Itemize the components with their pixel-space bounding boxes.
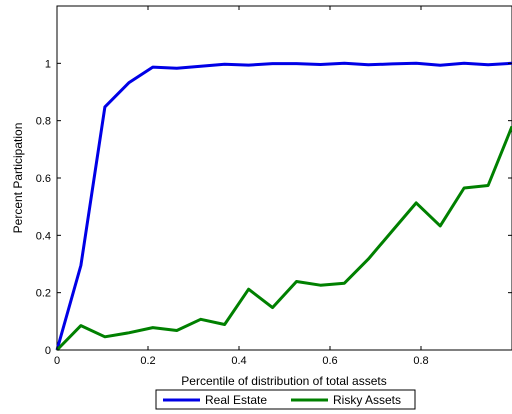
y-axis-label: Percent Participation (11, 123, 25, 234)
x-tick-label: 0.2 (140, 355, 155, 367)
series-layer (55, 61, 512, 352)
y-tick-label: 0.2 (36, 288, 51, 300)
series-line-risky-assets (55, 125, 512, 352)
x-tick-label: 0 (54, 355, 60, 367)
y-tick-label: 0 (45, 345, 51, 357)
legend-box (155, 389, 416, 410)
y-tick-label: 0.4 (36, 230, 51, 242)
x-tick-label: 0.8 (413, 355, 428, 367)
y-tick-label: 0.6 (36, 173, 51, 185)
series-line-real-estate (55, 61, 512, 351)
y-axis: 0 0.2 0.4 0.6 0.8 1 (36, 58, 512, 357)
x-axis: 0 0.2 0.4 0.6 0.8 (54, 6, 429, 367)
x-tick-label: 0.4 (231, 355, 246, 367)
y-tick-label: 0.8 (36, 116, 51, 128)
legend-label-real-estate: Real Estate (205, 393, 267, 407)
legend-label-risky-assets: Risky Assets (333, 393, 401, 407)
legend: Real Estate Risky Assets (155, 389, 416, 410)
plot-area (56, 5, 512, 351)
x-tick-label: 0.6 (322, 355, 337, 367)
y-tick-label: 1 (45, 58, 51, 70)
x-axis-label: Percentile of distribution of total asse… (181, 374, 386, 388)
